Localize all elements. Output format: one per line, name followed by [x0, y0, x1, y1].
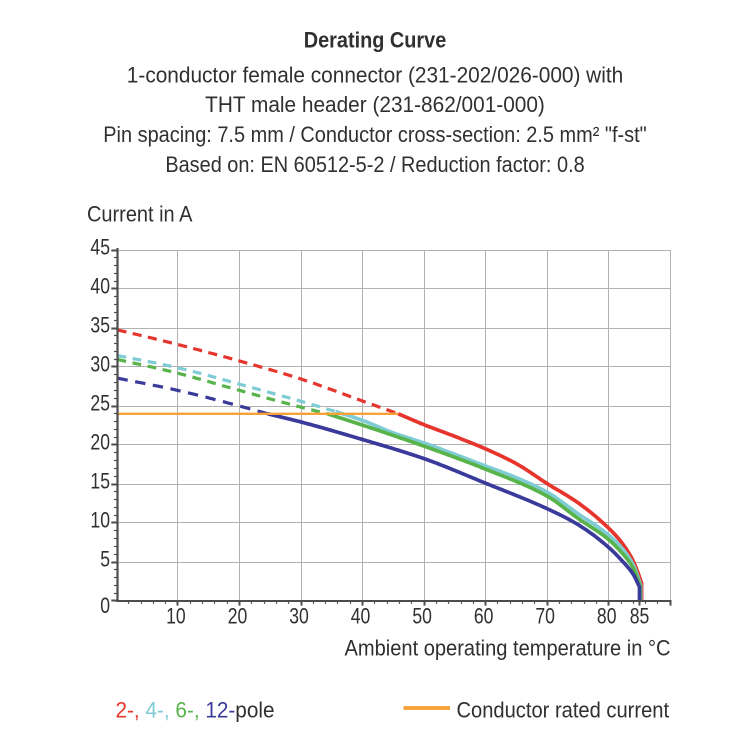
svg-text:30: 30: [289, 605, 309, 629]
svg-text:Ambient operating temperature: Ambient operating temperature in °C: [345, 637, 671, 661]
svg-text:Based on: EN 60512-5-2 / Reduc: Based on: EN 60512-5-2 / Reduction facto…: [165, 153, 584, 177]
svg-text:30: 30: [90, 353, 110, 377]
svg-text:Conductor rated current: Conductor rated current: [457, 699, 670, 723]
svg-text:40: 40: [351, 605, 371, 629]
svg-text:45: 45: [90, 236, 110, 260]
svg-text:10: 10: [166, 605, 186, 629]
svg-text:60: 60: [474, 605, 494, 629]
svg-text:15: 15: [90, 470, 110, 494]
svg-text:1-conductor female connector (: 1-conductor female connector (231-202/02…: [127, 63, 623, 88]
svg-text:20: 20: [228, 605, 248, 629]
svg-text:Pin spacing: 7.5 mm / Conducto: Pin spacing: 7.5 mm / Conductor cross-se…: [103, 123, 646, 147]
svg-text:50: 50: [412, 605, 432, 629]
svg-text:85: 85: [630, 605, 650, 629]
svg-text:35: 35: [90, 314, 110, 338]
svg-text:20: 20: [90, 431, 110, 455]
svg-text:10: 10: [90, 509, 110, 533]
svg-text:80: 80: [597, 605, 617, 629]
svg-text:5: 5: [100, 548, 110, 572]
svg-text:40: 40: [90, 275, 110, 299]
svg-text:70: 70: [535, 605, 555, 629]
svg-text:THT male header (231-862/001-0: THT male header (231-862/001-000): [205, 93, 545, 118]
svg-text:Derating Curve: Derating Curve: [304, 29, 447, 53]
svg-text:0: 0: [100, 594, 110, 618]
svg-text:2-, 4-, 6-, 12-pole: 2-, 4-, 6-, 12-pole: [116, 698, 275, 723]
svg-text:25: 25: [90, 392, 110, 416]
svg-text:Current in A: Current in A: [87, 203, 192, 227]
